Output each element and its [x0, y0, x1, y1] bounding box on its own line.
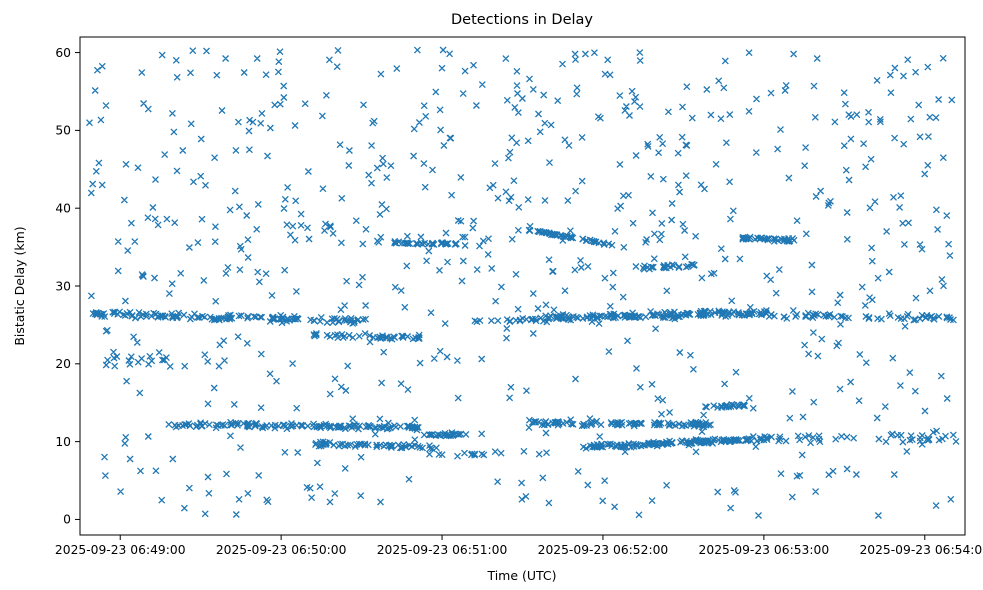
x-tick-label: 2025-09-23 06:49:00	[55, 543, 186, 557]
x-axis-label: Time (UTC)	[486, 568, 556, 583]
y-axis-label: Bistatic Delay (km)	[12, 226, 27, 345]
x-tick-label: 2025-09-23 06:51:00	[377, 543, 508, 557]
y-tick-label: 20	[55, 357, 71, 371]
y-axis-ticks: 0 10 20 30 40 50 60	[55, 46, 80, 527]
y-tick-label: 60	[55, 46, 71, 60]
x-tick-label: 2025-09-23 06:53:00	[699, 543, 830, 557]
plot-area	[80, 37, 965, 535]
x-tick-label: 2025-09-23 06:50:00	[216, 543, 347, 557]
y-tick-label: 10	[55, 435, 71, 449]
scatter-points	[86, 46, 960, 519]
x-tick-label: 2025-09-23 06:52:00	[538, 543, 669, 557]
x-tick-label: 2025-09-23 06:54:00	[859, 543, 983, 557]
y-tick-label: 30	[55, 279, 71, 293]
y-tick-label: 40	[55, 201, 71, 215]
y-tick-label: 0	[63, 513, 71, 527]
x-markers	[86, 46, 960, 519]
y-tick-label: 50	[55, 124, 71, 138]
x-axis-ticks: 2025-09-23 06:49:00 2025-09-23 06:50:00 20…	[55, 535, 983, 557]
chart-title: Detections in Delay	[451, 12, 593, 28]
